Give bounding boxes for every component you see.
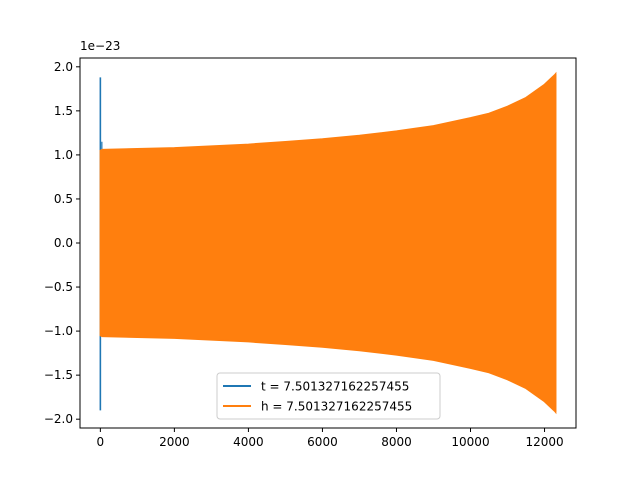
y-tick-label: −2.0 <box>44 412 73 426</box>
x-tick-label: 6000 <box>307 435 338 449</box>
y-tick-label: 1.5 <box>54 104 73 118</box>
y-tick-label: 0.5 <box>54 192 73 206</box>
x-tick-label: 12000 <box>525 435 563 449</box>
y-tick-label: −0.5 <box>44 280 73 294</box>
y-offset-label: 1e−23 <box>80 39 120 53</box>
y-tick-label: −1.5 <box>44 368 73 382</box>
x-tick-label: 0 <box>97 435 105 449</box>
series-h <box>99 71 557 415</box>
x-tick-label: 8000 <box>381 435 412 449</box>
axes: 0 2000 4000 6000 8000 10000 12000 2.0 1.5 1.0 0.5 0… <box>44 57 577 449</box>
y-tick-label: 0.0 <box>54 236 73 250</box>
x-tick-label: 2000 <box>159 435 190 449</box>
y-tick-label: 1.0 <box>54 148 73 162</box>
legend-box <box>216 372 441 420</box>
legend-label: h = 7.501327162257455 <box>261 400 412 414</box>
plot-area <box>99 71 557 415</box>
legend: t = 7.501327162257455 h = 7.5013271622574… <box>216 372 441 420</box>
x-tick-label: 4000 <box>233 435 264 449</box>
y-tick-label: −1.0 <box>44 324 73 338</box>
y-tick-label: 2.0 <box>54 60 73 74</box>
x-tick-label: 10000 <box>451 435 489 449</box>
legend-label: t = 7.501327162257455 <box>261 380 409 394</box>
